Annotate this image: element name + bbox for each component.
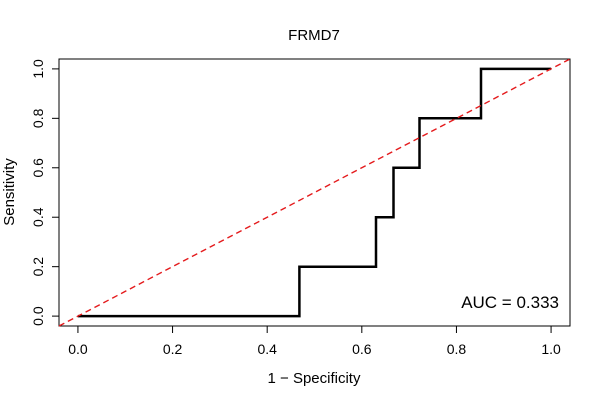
- auc-annotation: AUC = 0.333: [461, 293, 559, 312]
- roc-curve: [77, 67, 552, 318]
- x-tick-label: 0.0: [68, 341, 88, 357]
- x-tick-label: 0.2: [163, 341, 183, 357]
- y-tick-label: 0.0: [30, 306, 46, 326]
- reference-diagonal: [58, 58, 571, 327]
- y-tick-label: 1.0: [30, 59, 46, 79]
- y-tick-label: 0.6: [30, 158, 46, 178]
- x-axis-label: 1 − Specificity: [268, 370, 361, 387]
- x-tick-label: 1.0: [541, 341, 561, 357]
- x-tick-label: 0.8: [447, 341, 467, 357]
- y-tick-label: 0.2: [30, 257, 46, 277]
- chart-title: FRMD7: [288, 27, 340, 44]
- y-axis-label: Sensitivity: [1, 158, 18, 226]
- y-tick-label: 0.8: [30, 108, 46, 128]
- x-tick-label: 0.6: [352, 341, 372, 357]
- x-tick-label: 0.4: [257, 341, 277, 357]
- series-layer: [58, 58, 571, 327]
- y-tick-label: 0.4: [30, 207, 46, 227]
- y-axis: 0.0 0.2 0.4 0.6 0.8 1.0: [30, 59, 60, 326]
- x-axis: 0.0 0.2 0.4 0.6 0.8 1.0: [68, 325, 561, 357]
